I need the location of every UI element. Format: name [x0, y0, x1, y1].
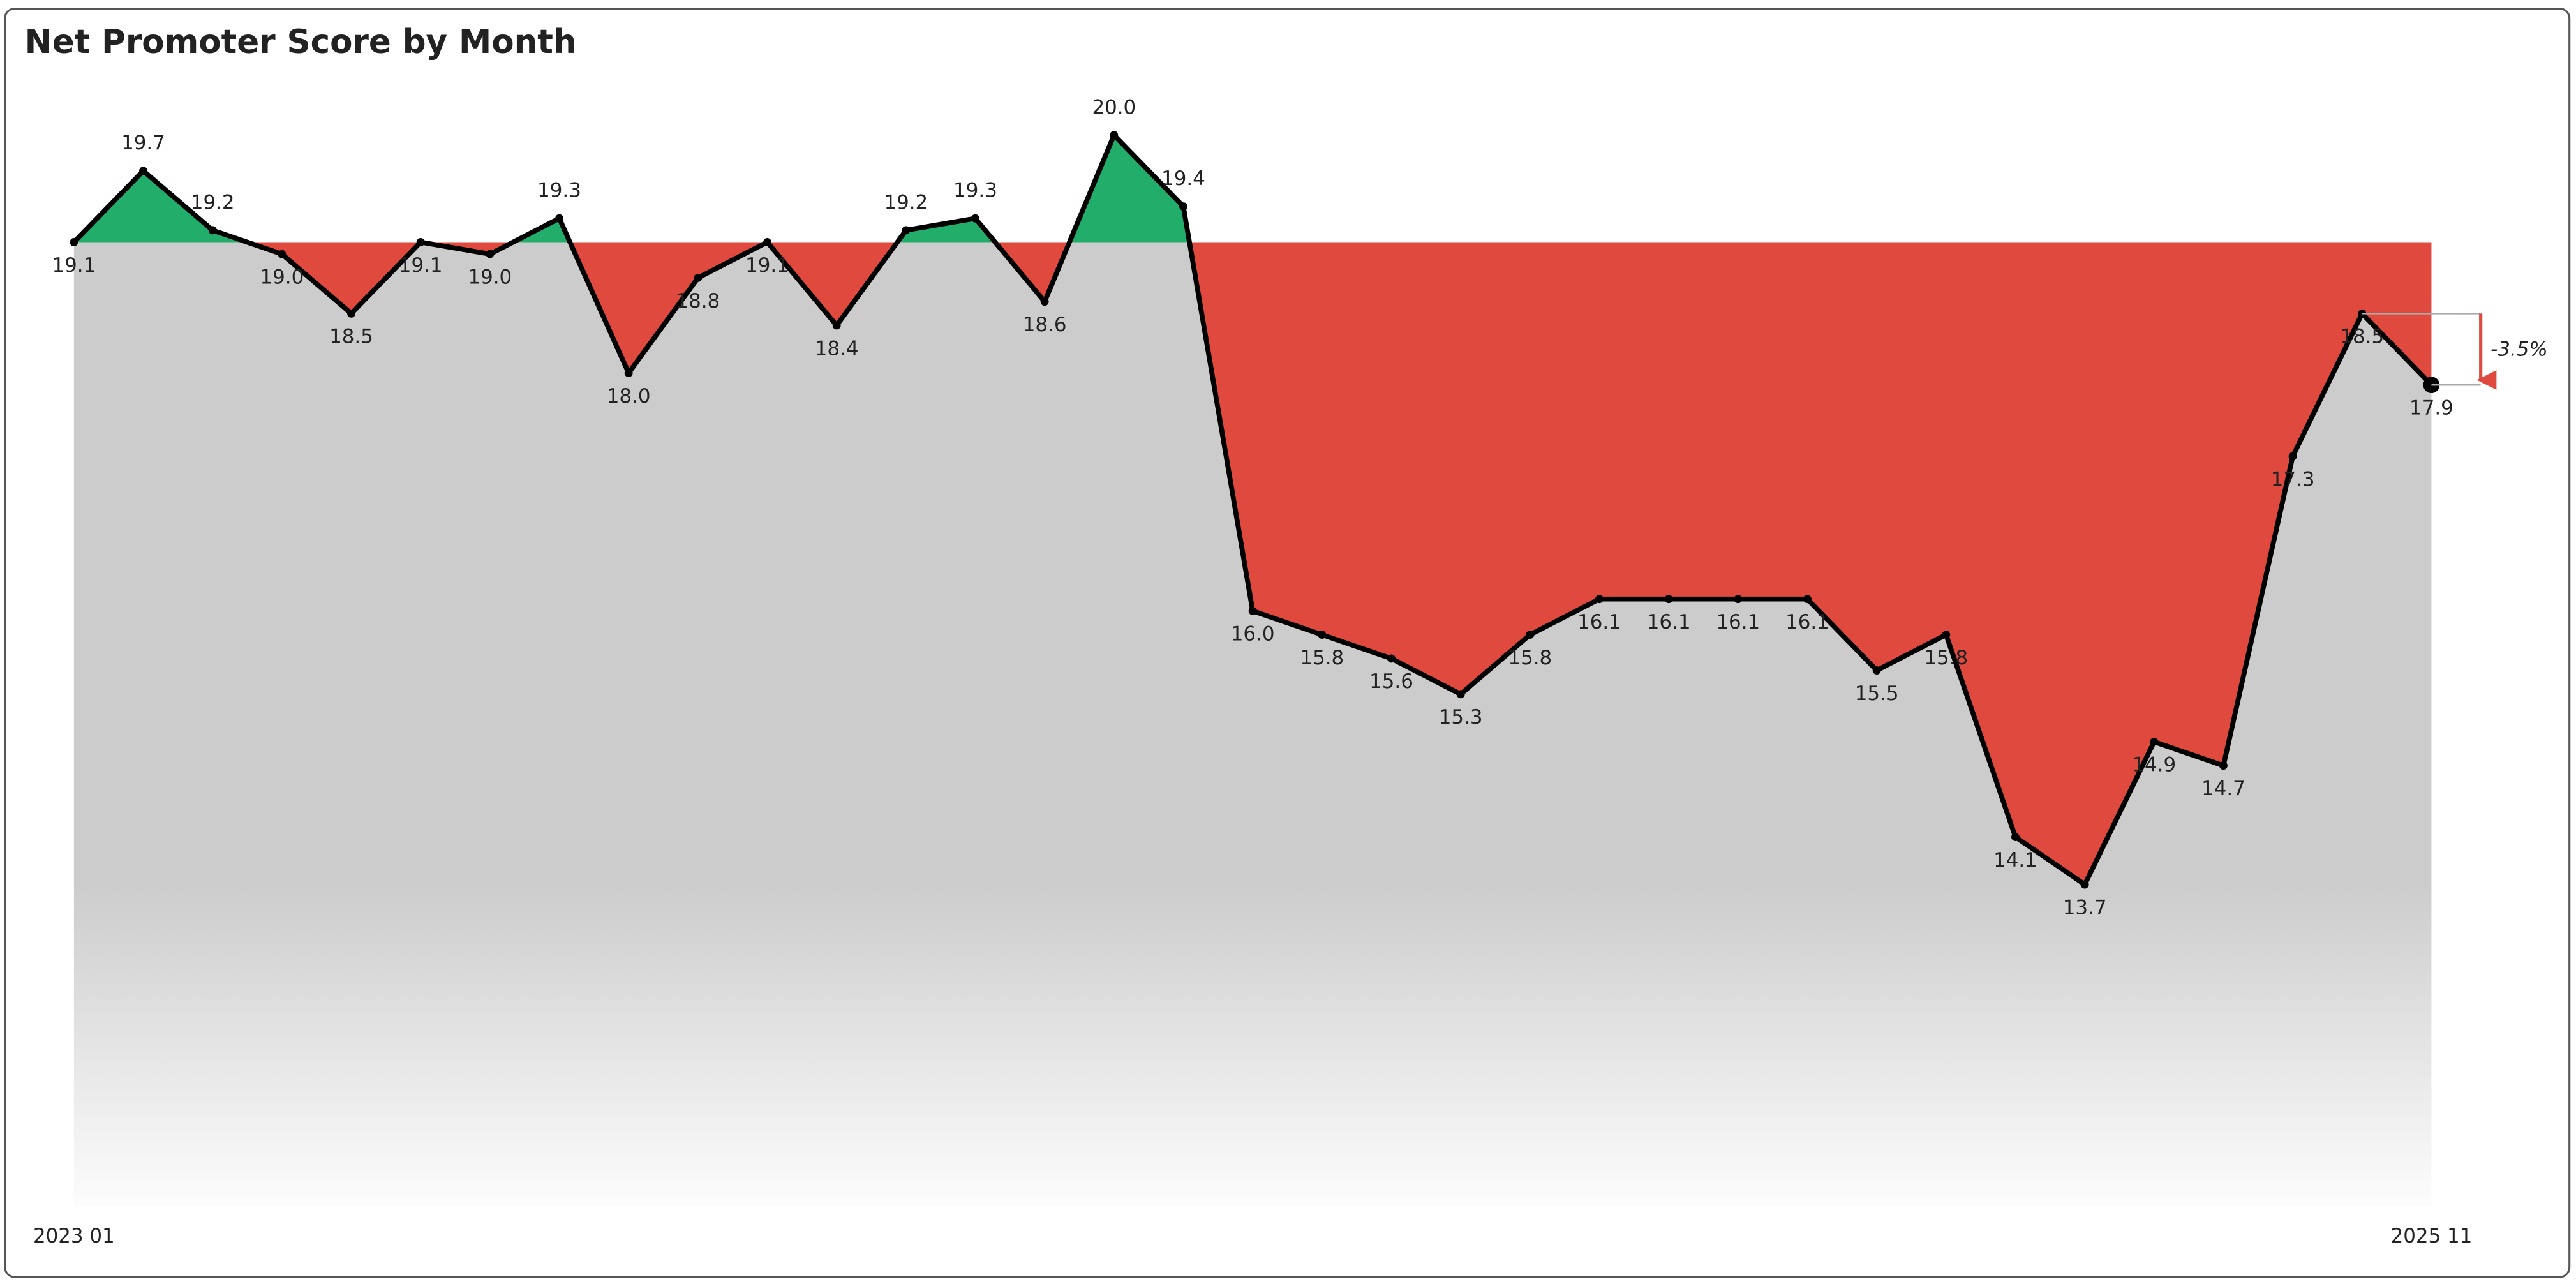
point — [1318, 631, 1327, 639]
data-label: 15.8 — [1300, 646, 1344, 669]
data-label: 19.4 — [1161, 167, 1205, 190]
data-label: 19.7 — [121, 131, 165, 154]
x-tick-label: 2023 01 — [33, 1225, 115, 1248]
data-label: 18.4 — [815, 337, 859, 360]
area-below — [247, 242, 2432, 885]
point — [1526, 631, 1535, 639]
data-label: 15.3 — [1439, 706, 1483, 729]
point — [486, 250, 495, 258]
data-label: 19.1 — [399, 254, 443, 277]
point — [1387, 654, 1396, 663]
data-label: 15.6 — [1369, 670, 1413, 693]
data-label: 17.9 — [2409, 397, 2453, 420]
data-label: 18.5 — [2340, 325, 2384, 348]
point — [70, 238, 78, 246]
data-label: 14.7 — [2201, 777, 2245, 800]
point — [1734, 595, 1743, 604]
area — [73, 135, 2432, 1206]
point — [1942, 631, 1951, 639]
point — [1179, 202, 1187, 211]
point — [555, 214, 563, 223]
point — [416, 238, 425, 246]
point — [1456, 690, 1465, 699]
data-label: 19.3 — [537, 179, 581, 202]
data-label: 15.5 — [1855, 682, 1899, 705]
point — [902, 226, 911, 235]
point — [1040, 297, 1049, 306]
point — [624, 369, 633, 377]
point — [2219, 761, 2228, 770]
data-label: 19.2 — [191, 191, 235, 214]
data-label: 18.5 — [329, 325, 373, 348]
data-label: 13.7 — [2063, 896, 2107, 919]
data-label: 16.1 — [1577, 611, 1621, 634]
data-label: 16.1 — [1785, 611, 1829, 634]
point — [139, 167, 147, 175]
point — [208, 226, 217, 235]
data-label: 19.1 — [52, 254, 96, 277]
data-label: 16.0 — [1231, 623, 1275, 646]
data-label: 14.1 — [1993, 849, 2037, 872]
data-label: 17.3 — [2271, 468, 2315, 491]
point — [347, 309, 355, 318]
point — [278, 250, 287, 258]
data-label: 15.8 — [1924, 646, 1968, 669]
point — [1110, 131, 1119, 140]
data-label: 18.8 — [676, 290, 720, 313]
data-label: 15.8 — [1508, 646, 1552, 669]
data-label: 20.0 — [1092, 96, 1136, 119]
data-label: 18.6 — [1023, 313, 1067, 336]
data-label: 16.1 — [1716, 611, 1760, 634]
point — [1803, 595, 1812, 604]
point — [1872, 666, 1881, 675]
point — [2288, 452, 2297, 461]
data-label: 19.2 — [884, 191, 928, 214]
point — [763, 238, 771, 246]
point — [2011, 833, 2020, 841]
data-label: 14.9 — [2132, 754, 2176, 777]
data-label: 19.0 — [468, 265, 512, 288]
data-label: 19.0 — [260, 265, 304, 288]
point — [1595, 595, 1604, 604]
point — [2080, 880, 2089, 889]
data-label: 18.0 — [607, 385, 651, 408]
point — [971, 214, 979, 223]
point — [694, 273, 703, 282]
x-tick-label: 2025 11 — [2391, 1225, 2473, 1248]
data-label: 19.1 — [745, 254, 789, 277]
plot: 19.1 2023 01 19.7 19.2 19.0 18.5 19.1 19.0 19.3 1… — [33, 96, 2548, 1248]
point — [1248, 606, 1257, 615]
point — [1664, 595, 1673, 604]
annotation: -3.5% — [2490, 338, 2548, 361]
point — [2150, 737, 2159, 746]
data-label: 16.1 — [1647, 611, 1691, 634]
data-label: 19.3 — [953, 179, 997, 202]
chart-title: Net Promoter Score by Month — [25, 23, 577, 61]
point — [832, 321, 841, 330]
